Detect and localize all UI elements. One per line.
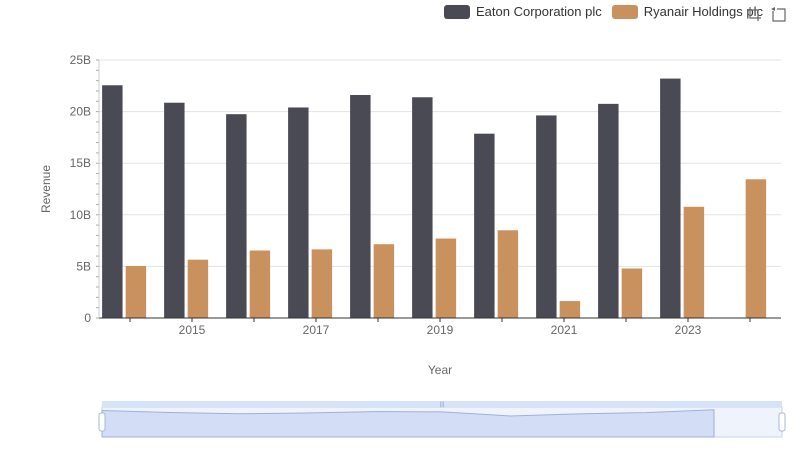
bar-ryanair — [497, 230, 519, 318]
x-tick-label: 2019 — [427, 323, 454, 337]
bar-ryanair — [311, 249, 333, 318]
bar-ryanair — [373, 244, 395, 318]
bar-ryanair — [683, 206, 705, 318]
x-tick-label: 2017 — [303, 323, 330, 337]
data-zoom-preview — [101, 409, 715, 438]
data-zoom-handle-left[interactable] — [98, 412, 106, 432]
bar-eaton — [288, 107, 309, 318]
bar-ryanair — [559, 301, 581, 318]
y-tick-label: 10B — [70, 208, 91, 222]
data-zoom-grip: ||| — [440, 402, 445, 408]
bar-eaton — [226, 114, 247, 319]
bar-ryanair — [745, 179, 767, 318]
x-axis-title: Year — [428, 363, 452, 377]
restore-icon[interactable] — [770, 6, 786, 22]
legend-label-eaton: Eaton Corporation plc — [476, 4, 602, 19]
y-tick-label: 5B — [76, 259, 91, 273]
chart-toolbox — [746, 6, 786, 22]
bar-eaton — [412, 97, 433, 318]
x-tick-label: 2023 — [675, 323, 702, 337]
bar-eaton — [660, 78, 681, 319]
data-zoom-top-bar — [102, 401, 782, 407]
x-tick-label: 2021 — [551, 323, 578, 337]
bar-eaton — [474, 133, 495, 318]
legend-label-ryanair: Ryanair Holdings plc — [643, 4, 763, 19]
data-zoom-handle-right[interactable] — [778, 412, 786, 432]
chart-legend: Eaton Corporation plc Ryanair Holdings p… — [444, 4, 763, 19]
legend-swatch-eaton — [444, 4, 470, 19]
bar-ryanair — [435, 238, 457, 318]
bar-eaton — [598, 103, 619, 318]
bar-eaton — [536, 115, 557, 319]
y-tick-label: 0 — [84, 311, 91, 325]
bar-eaton — [164, 102, 185, 319]
bar-ryanair — [125, 265, 147, 318]
y-tick-label: 15B — [70, 156, 91, 170]
legend-swatch-ryanair — [611, 4, 638, 19]
legend-item-eaton[interactable]: Eaton Corporation plc — [444, 4, 602, 19]
bar-ryanair — [187, 259, 209, 318]
y-tick-label: 25B — [70, 53, 91, 67]
zoom-icon[interactable] — [746, 6, 762, 22]
y-axis-title: Revenue — [39, 165, 53, 213]
bar-eaton — [350, 94, 371, 318]
legend-item-ryanair[interactable]: Ryanair Holdings plc — [611, 4, 763, 19]
x-tick-label: 2015 — [179, 323, 206, 337]
bar-ryanair — [621, 268, 643, 318]
y-tick-label: 20B — [70, 105, 91, 119]
bar-ryanair — [249, 250, 271, 318]
bar-eaton — [102, 85, 123, 318]
